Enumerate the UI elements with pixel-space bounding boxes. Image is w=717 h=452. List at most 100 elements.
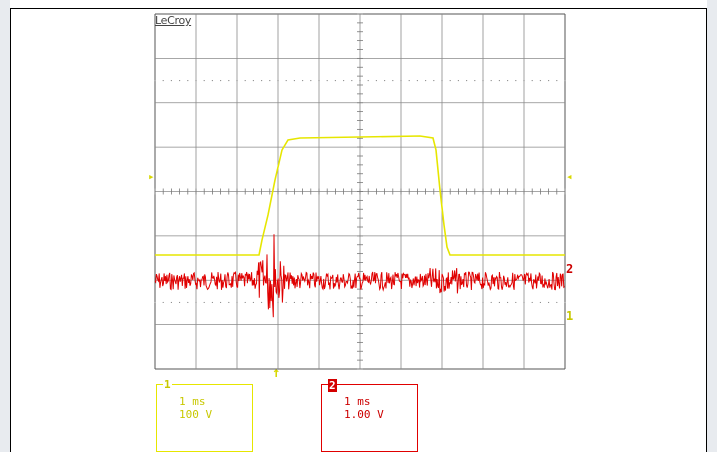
grid-dot [474,79,476,82]
grid-dot [466,79,468,82]
channel-1-trace [155,135,565,256]
channel-2-scale: 1.00 V [344,408,384,421]
channel-1-tag: 1 [163,378,172,391]
grid-dot [351,79,353,82]
channel-2-timebase: 1 ms [344,395,371,408]
grid-dot [564,301,566,304]
grid-dot [187,301,189,304]
left-frame [0,0,10,452]
grid-dot [318,79,320,82]
grid-dot [293,79,295,82]
grid-dot [228,79,230,82]
channel-1-scale: 100 V [179,408,213,421]
grid-dot [179,79,181,82]
grid-dot [326,79,328,82]
grid-dot [408,301,410,304]
grid-dot [449,301,451,304]
grid-dot [425,301,427,304]
grid-dot [392,79,394,82]
grid-dot [302,301,304,304]
waveform-traces [154,135,565,318]
grid-dot [482,301,484,304]
channel-2-tag: 2 [328,379,337,392]
grid-dot [326,301,328,304]
grid-dot [466,301,468,304]
grid-dot [539,301,542,304]
grid-dot [236,79,238,82]
grid-dot [384,79,386,82]
grid-dot [433,79,435,82]
grid-dot [498,79,500,82]
grid-dot [252,301,254,304]
grid-dot [261,79,263,82]
grid-dot [334,301,336,304]
grid-dot [384,301,386,304]
grid-dot [507,79,509,82]
grid-dot [162,301,164,304]
grid-dot [515,301,517,304]
grid-dot [343,301,345,304]
grid-dot [556,301,558,304]
grid-dot [220,301,222,304]
grid-dot [261,301,263,304]
grid-dot [375,301,377,304]
grid-dot [351,301,353,304]
grid-dot [211,79,213,82]
channel-2-marker: 2 [566,262,574,276]
grid-dot [203,79,205,82]
grid-dot [203,301,205,304]
grid-dot [236,301,238,304]
grid-dot [490,79,492,82]
grid-dot [170,79,172,82]
grid-dot [318,301,320,304]
grid-dot [343,79,345,82]
scope-panel [10,0,707,452]
grid-dot [195,79,197,82]
grid-dot [367,301,369,304]
grid-dot [285,79,287,82]
grid-dot [531,79,533,82]
trigger-position-arrow: ↑ [272,365,281,381]
grid-dot [285,301,287,304]
grid-dot [277,301,279,304]
grid-dot [359,301,361,304]
grid-dot [154,301,156,304]
grid-dot [441,79,443,82]
channel-1-info-box[interactable]: 1 1 ms 100 V [156,378,253,452]
grid-dot [408,79,410,82]
trigger-level-left-marker: ▸ [148,170,155,183]
grid-dot [211,301,213,304]
grid-dot [244,301,246,304]
grid-dot [400,79,402,82]
grid-dot [310,301,312,304]
channel-2-info-box[interactable]: 2 1 ms 1.00 V [321,379,418,452]
grid-dot [179,301,181,304]
grid-dot [334,79,336,82]
grid-dot [154,79,156,82]
trigger-level-right-marker: ◂ [566,170,573,183]
grid-dot [252,79,254,82]
grid-dot [277,79,279,82]
grid-dot [269,79,271,82]
right-frame [707,0,717,452]
grid-dot [433,301,435,304]
grid-dot [220,79,222,82]
grid-dot [187,79,189,82]
grid-dot [457,79,459,82]
grid-dot [195,301,197,304]
screen-border [10,8,707,452]
grid-dot [564,79,566,82]
grid-dot [293,301,295,304]
grid-dot [531,301,533,304]
grid-dot [310,79,312,82]
graticule-grid [154,13,566,370]
grid-dot [523,79,525,82]
grid-dot [548,301,550,304]
grid-dot [449,79,451,82]
grid-dot [539,79,542,82]
grid-dot [170,301,172,304]
grid-dot [515,79,517,82]
grid-dot [302,79,304,82]
grid-dot [523,301,525,304]
